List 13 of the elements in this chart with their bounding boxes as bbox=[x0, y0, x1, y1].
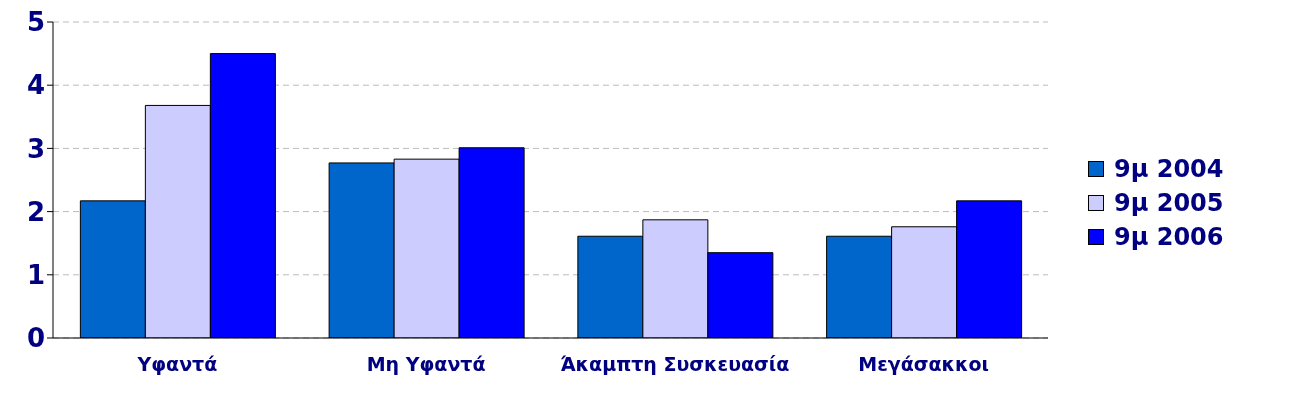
legend-label: 9μ 2004 bbox=[1114, 154, 1224, 183]
legend-label: 9μ 2005 bbox=[1114, 188, 1224, 217]
y-tick-label: 3 bbox=[26, 133, 45, 164]
y-tick-label: 4 bbox=[26, 70, 45, 101]
x-tick-label: Υφαντά bbox=[136, 353, 218, 376]
y-tick-label: 2 bbox=[26, 196, 45, 227]
x-tick-label: Άκαμπτη Συσκευασία bbox=[560, 353, 790, 376]
y-tick-label: 1 bbox=[26, 260, 45, 291]
legend-label: 9μ 2006 bbox=[1114, 222, 1224, 251]
x-tick-label: Μεγάσακκοι bbox=[858, 353, 990, 376]
y-tick-label: 5 bbox=[26, 7, 45, 38]
y-tick-label: 0 bbox=[26, 323, 45, 354]
x-tick-label: Μη Υφαντά bbox=[366, 353, 486, 376]
